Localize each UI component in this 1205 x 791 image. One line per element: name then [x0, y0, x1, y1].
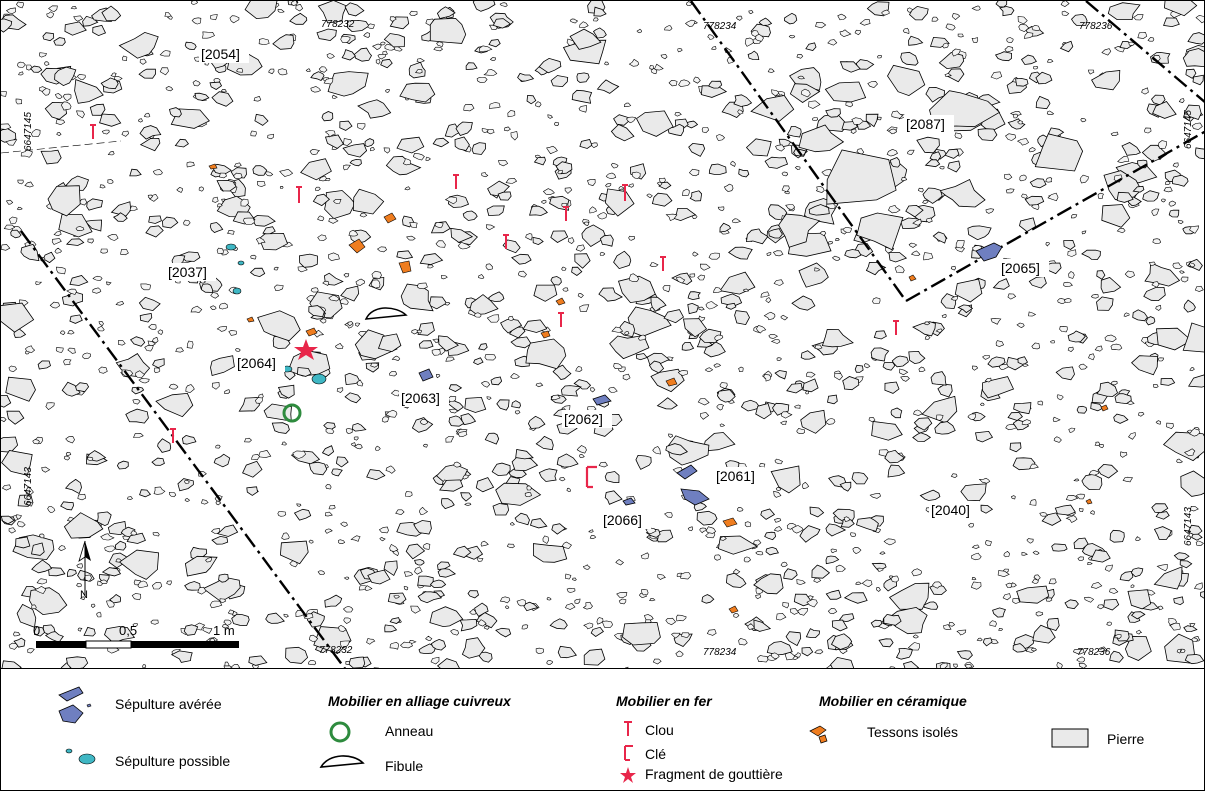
legend-fibule: Fibule [385, 758, 424, 774]
coord-top-778236: 778236 [1079, 21, 1113, 32]
cle-mark [585, 465, 597, 489]
legend-gouttiere: Fragment de gouttière [645, 766, 783, 782]
grid-line-left [1, 140, 122, 154]
anneau-mark [282, 403, 302, 423]
scale-tick-0: 0 [33, 623, 40, 638]
stones-layer [1, 1, 1204, 668]
scale-bar: 0 0,5 1 m [33, 623, 239, 649]
legend-head-alliage: Mobilier en alliage cuivreux [328, 693, 511, 709]
unit-label-2054: [2054] [201, 46, 240, 62]
legend-sepulture-averee: Sépulture avérée [115, 696, 222, 712]
unit-labels: [2054] [2087] [2037] [2065] [2064] [2063… [166, 45, 1049, 529]
north-label: N [80, 589, 88, 601]
gouttiere-star-icon [620, 767, 636, 783]
boundary-left [20, 230, 347, 668]
legend: Sépulture avérée Sépulture possible Mobi… [0, 669, 1205, 791]
coord-bottom-778236: 778236 [1077, 647, 1111, 658]
tessons-icon [809, 725, 828, 744]
clou-marks [90, 124, 899, 443]
sepulture-2066 [622, 497, 636, 506]
unit-label-2065: [2065] [1001, 260, 1040, 276]
coord-top-778234: 778234 [703, 21, 737, 32]
coord-top-778232: 778232 [321, 19, 355, 30]
unit-label-2064: [2064] [237, 355, 276, 371]
legend-cle: Clé [645, 746, 667, 762]
fibule-icon [319, 755, 365, 768]
unit-label-2063: [2063] [401, 390, 440, 406]
anneau-icon [329, 721, 351, 743]
sepulture-possible-icon [65, 748, 96, 765]
north-arrow: N [78, 540, 91, 601]
sepulture-averee-marks [418, 242, 1003, 506]
excavation-boundaries [20, 1, 1204, 668]
legend-head-fer: Mobilier en fer [616, 693, 712, 709]
unit-label-2066: [2066] [603, 512, 642, 528]
legend-head-ceramique: Mobilier en céramique [819, 693, 967, 709]
scale-tick-end: 1 m [213, 623, 235, 638]
legend-anneau: Anneau [385, 723, 434, 739]
legend-pierre: Pierre [1107, 731, 1145, 747]
scale-tick-mid: 0,5 [119, 623, 137, 638]
gouttiere-star-mark [294, 339, 318, 360]
legend-sepulture-possible: Sépulture possible [115, 753, 231, 769]
ceramique-marks [208, 163, 1109, 614]
excavation-map: [2054] [2087] [2037] [2065] [2064] [2063… [0, 0, 1205, 669]
fibule-mark [364, 307, 408, 320]
legend-clou: Clou [645, 722, 674, 738]
coordinate-labels: 778232 778234 778236 778232 778234 77823… [23, 19, 1194, 658]
map-canvas: [2054] [2087] [2037] [2065] [2064] [2063… [1, 1, 1204, 668]
unit-label-2040: [2040] [931, 502, 970, 518]
sepulture-2061-a [676, 464, 698, 480]
sepulture-2065 [975, 242, 1003, 262]
pierre-swatch [1051, 728, 1089, 748]
legend-tessons: Tessons isolés [867, 724, 959, 740]
unit-label-2062: [2062] [564, 411, 603, 427]
cle-icon [624, 745, 633, 761]
coord-right-6647143: 6647143 [1183, 507, 1194, 546]
unit-label-2061: [2061] [716, 468, 755, 484]
unit-label-2087: [2087] [906, 116, 945, 132]
boundary-center [690, 1, 907, 302]
clou-icon [624, 721, 632, 736]
coord-right-6647145: 6647145 [1183, 110, 1194, 149]
coord-bottom-778234: 778234 [703, 647, 737, 658]
sepulture-averee-icon [58, 686, 92, 724]
sepulture-2061-b [680, 488, 710, 506]
coord-left-6647143: 6647143 [23, 467, 34, 506]
coord-bottom-778232: 778232 [319, 645, 353, 656]
boundary-right-top [1085, 1, 1204, 103]
coord-left-6647145: 6647145 [23, 112, 34, 151]
sepulture-2062 [592, 394, 612, 406]
unit-label-2037: [2037] [168, 264, 207, 280]
sepulture-2063 [418, 368, 434, 382]
